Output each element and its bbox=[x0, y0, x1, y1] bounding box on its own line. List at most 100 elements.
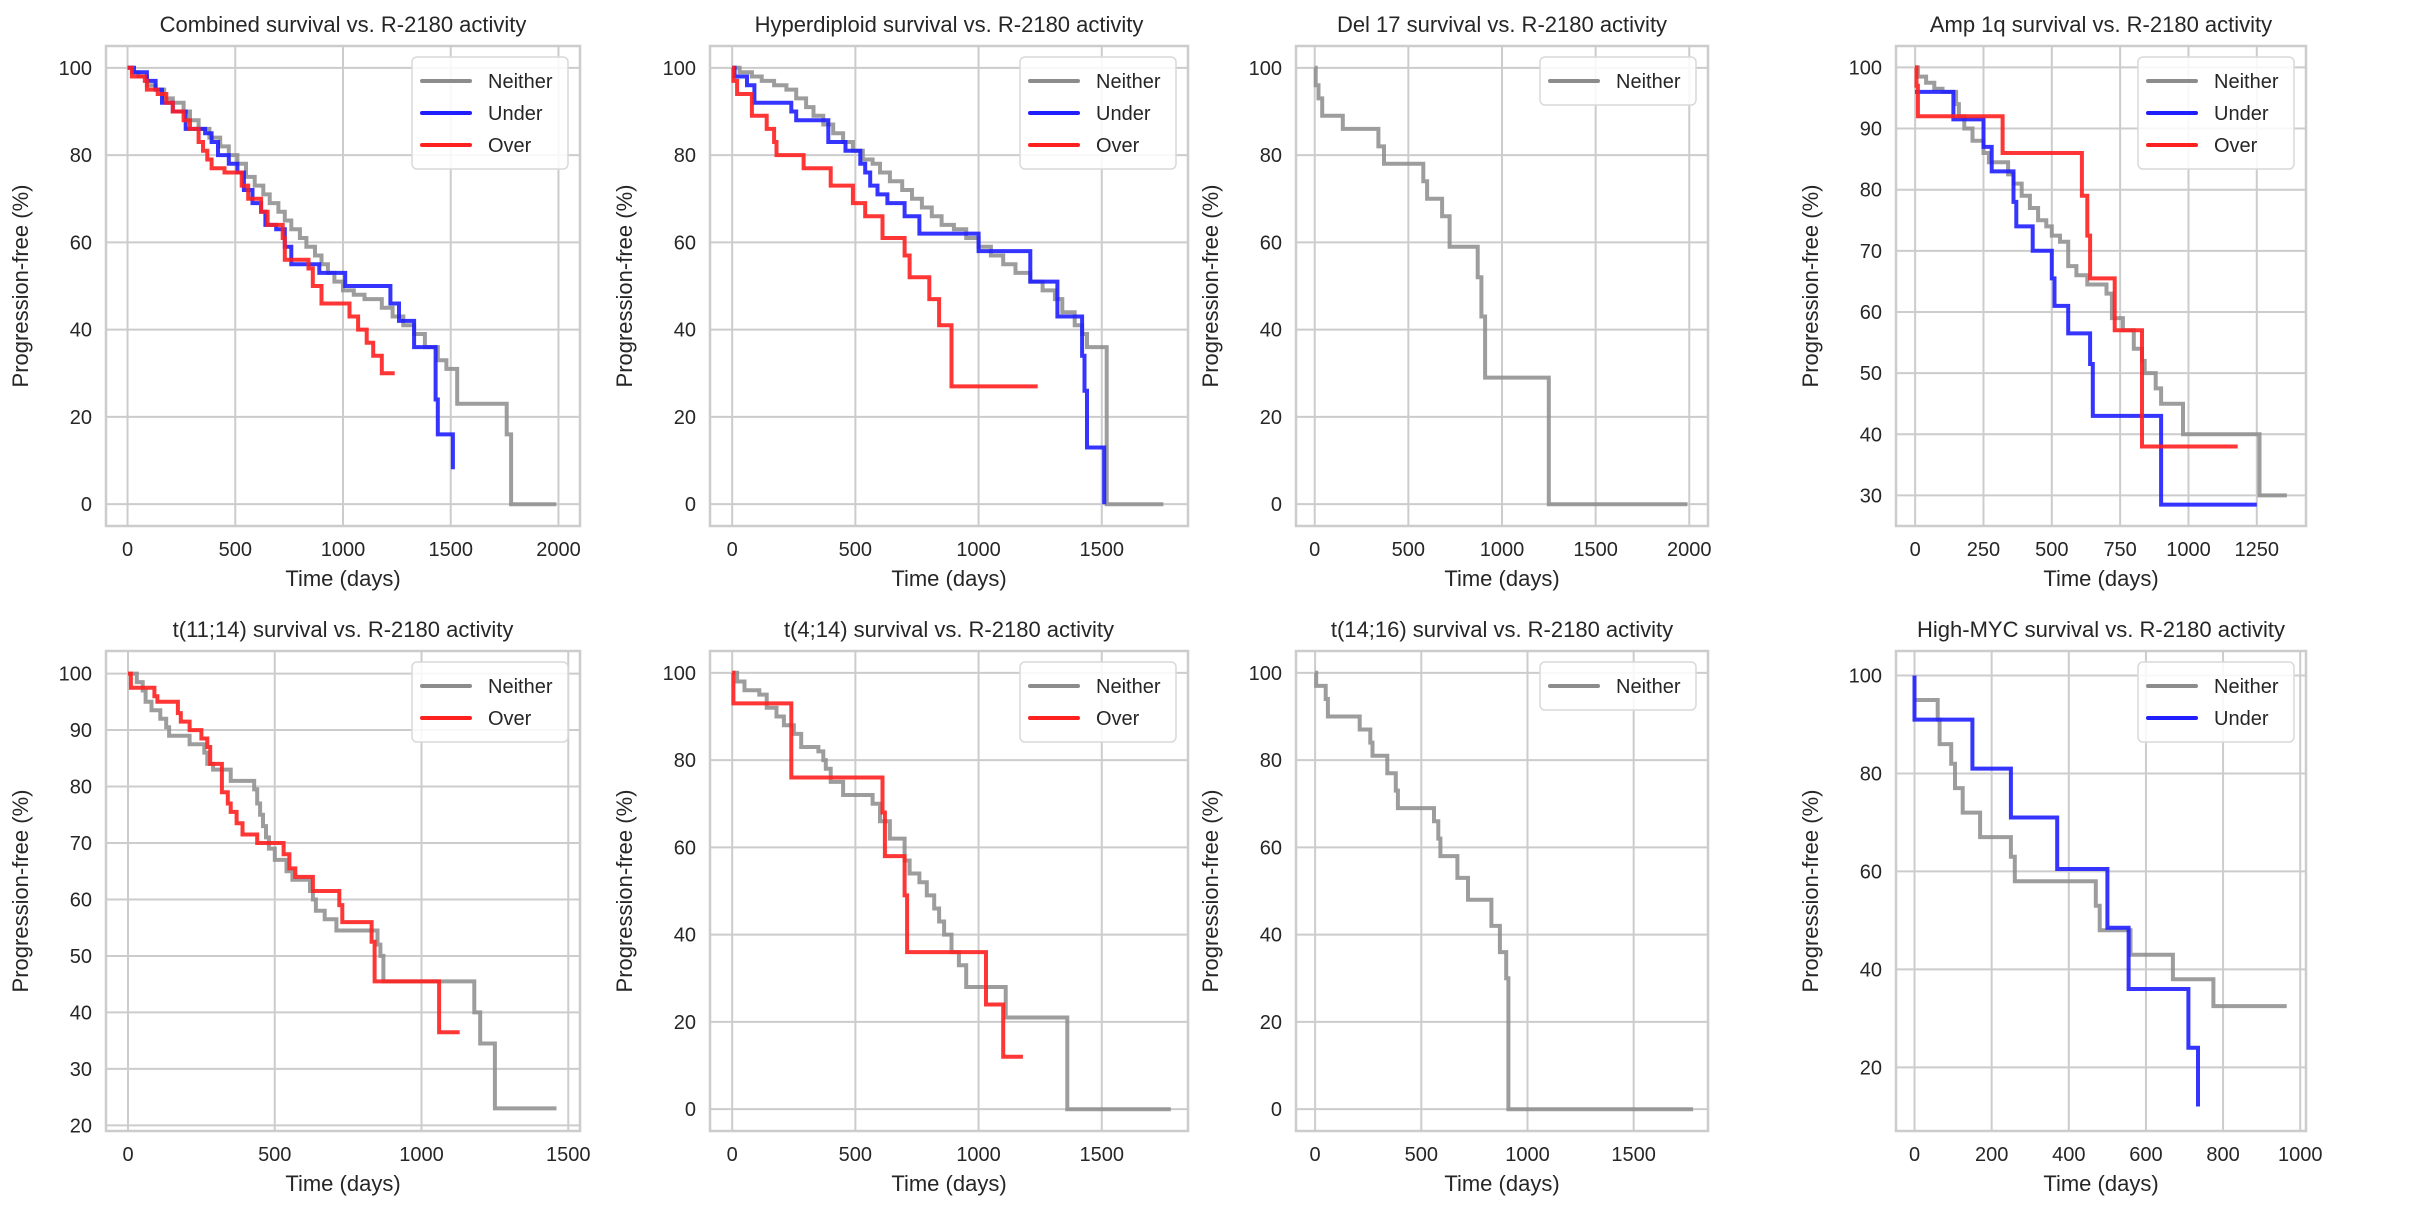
y-tick-label: 0 bbox=[1271, 1099, 1282, 1121]
y-tick-label: 100 bbox=[59, 664, 92, 686]
chart-title: Combined survival vs. R-2180 activity bbox=[160, 12, 527, 37]
y-axis-label: Progression-free (%) bbox=[8, 790, 33, 993]
axes-frame bbox=[1294, 44, 1710, 528]
x-tick-label: 0 bbox=[122, 539, 133, 561]
legend-label-under: Under bbox=[2214, 103, 2269, 125]
y-tick-label: 40 bbox=[674, 925, 696, 947]
x-tick-label: 500 bbox=[219, 539, 252, 561]
y-tick-label: 20 bbox=[70, 407, 92, 429]
legend-label-under: Under bbox=[488, 103, 543, 125]
y-tick-label: 40 bbox=[1260, 925, 1282, 947]
y-tick-label: 0 bbox=[685, 494, 696, 516]
x-tick-label: 500 bbox=[839, 539, 872, 561]
y-tick-label: 60 bbox=[1860, 861, 1882, 883]
legend-box bbox=[1019, 56, 1177, 170]
legend-label-over: Over bbox=[1096, 135, 1140, 157]
y-tick-label: 20 bbox=[1260, 407, 1282, 429]
series-line-over bbox=[128, 671, 460, 1035]
y-tick-label: 50 bbox=[1860, 363, 1882, 385]
y-axis-label: Progression-free (%) bbox=[1798, 790, 1823, 993]
y-tick-label: 20 bbox=[674, 1012, 696, 1034]
y-tick-label: 70 bbox=[70, 833, 92, 855]
legend-label-neither: Neither bbox=[488, 71, 553, 93]
y-tick-label: 100 bbox=[1849, 57, 1882, 79]
x-tick-label: 750 bbox=[2103, 539, 2136, 561]
x-tick-label: 400 bbox=[2052, 1144, 2085, 1166]
y-axis-label: Progression-free (%) bbox=[1198, 185, 1223, 388]
legend-box bbox=[2137, 56, 2295, 170]
y-tick-label: 80 bbox=[1860, 763, 1882, 785]
subplot-8: High-MYC survival vs. R-2180 activity 0 20… bbox=[1798, 617, 2322, 1196]
x-tick-label: 500 bbox=[1392, 539, 1425, 561]
y-tick-label: 20 bbox=[674, 407, 696, 429]
y-tick-label: 0 bbox=[81, 494, 92, 516]
chart-title: t(11;14) survival vs. R-2180 activity bbox=[173, 617, 514, 642]
chart-title: Del 17 survival vs. R-2180 activity bbox=[1337, 12, 1667, 37]
y-tick-label: 60 bbox=[674, 232, 696, 254]
x-tick-label: 1250 bbox=[2235, 539, 2280, 561]
y-tick-label: 40 bbox=[70, 1002, 92, 1024]
legend-box bbox=[1539, 661, 1697, 711]
legend: Neither Over bbox=[1019, 661, 1177, 743]
x-tick-label: 200 bbox=[1975, 1144, 2008, 1166]
x-tick-label: 1000 bbox=[956, 1144, 1001, 1166]
series-line-neither bbox=[732, 670, 1171, 1112]
y-tick-label: 60 bbox=[1860, 302, 1882, 324]
y-tick-label: 80 bbox=[1260, 750, 1282, 772]
x-axis-label: Time (days) bbox=[891, 566, 1006, 591]
x-tick-label: 0 bbox=[1909, 1144, 1920, 1166]
series-line-over bbox=[1914, 65, 2238, 449]
axes-frame bbox=[1894, 44, 2308, 528]
axes-frame bbox=[104, 649, 582, 1133]
series-line-under bbox=[1915, 89, 2257, 507]
x-tick-label: 800 bbox=[2206, 1144, 2239, 1166]
y-tick-label: 80 bbox=[70, 777, 92, 799]
x-tick-label: 1500 bbox=[1611, 1144, 1656, 1166]
x-tick-label: 2000 bbox=[1667, 539, 1712, 561]
x-tick-label: 1000 bbox=[1480, 539, 1525, 561]
y-tick-label: 0 bbox=[1271, 494, 1282, 516]
legend-label-under: Under bbox=[2214, 708, 2269, 730]
x-tick-label: 1000 bbox=[1505, 1144, 1550, 1166]
series-line-neither bbox=[1313, 65, 1688, 507]
x-axis-label: Time (days) bbox=[2043, 566, 2158, 591]
x-tick-label: 1500 bbox=[1080, 539, 1125, 561]
legend-label-over: Over bbox=[2214, 135, 2258, 157]
chart-title: t(14;16) survival vs. R-2180 activity bbox=[1331, 617, 1673, 642]
x-tick-label: 0 bbox=[1910, 539, 1921, 561]
series-line-neither bbox=[1914, 698, 2287, 1009]
y-tick-label: 60 bbox=[1260, 232, 1282, 254]
y-tick-label: 20 bbox=[70, 1115, 92, 1137]
x-tick-label: 500 bbox=[1405, 1144, 1438, 1166]
y-tick-label: 30 bbox=[70, 1059, 92, 1081]
x-tick-label: 0 bbox=[1310, 1144, 1321, 1166]
x-tick-label: 1500 bbox=[1573, 539, 1618, 561]
y-axis-label: Progression-free (%) bbox=[1198, 790, 1223, 993]
y-tick-label: 20 bbox=[1260, 1012, 1282, 1034]
legend: Neither Over bbox=[411, 661, 569, 743]
y-tick-label: 40 bbox=[674, 320, 696, 342]
legend-box bbox=[1019, 661, 1177, 743]
y-tick-label: 80 bbox=[674, 145, 696, 167]
x-tick-label: 0 bbox=[1309, 539, 1320, 561]
x-axis-label: Time (days) bbox=[2043, 1171, 2158, 1196]
axes-frame bbox=[1894, 649, 2308, 1133]
legend-label-over: Over bbox=[488, 135, 532, 157]
x-tick-label: 0 bbox=[727, 1144, 738, 1166]
series-line-over bbox=[731, 670, 1023, 1059]
x-axis-label: Time (days) bbox=[285, 566, 400, 591]
legend-label-neither: Neither bbox=[2214, 676, 2279, 698]
x-tick-label: 1500 bbox=[1080, 1144, 1125, 1166]
x-tick-label: 600 bbox=[2129, 1144, 2162, 1166]
y-tick-label: 70 bbox=[1860, 241, 1882, 263]
series-line-over bbox=[127, 65, 395, 376]
subplot-2: Hyperdiploid survival vs. R-2180 activit… bbox=[612, 12, 1190, 591]
y-tick-label: 100 bbox=[1849, 665, 1882, 687]
legend: Neither bbox=[1539, 56, 1697, 106]
x-tick-label: 0 bbox=[122, 1144, 133, 1166]
y-tick-label: 90 bbox=[70, 720, 92, 742]
x-axis-label: Time (days) bbox=[1444, 1171, 1559, 1196]
subplot-1: Combined survival vs. R-2180 activity 0 50… bbox=[8, 12, 582, 591]
legend-label-neither: Neither bbox=[1096, 71, 1161, 93]
